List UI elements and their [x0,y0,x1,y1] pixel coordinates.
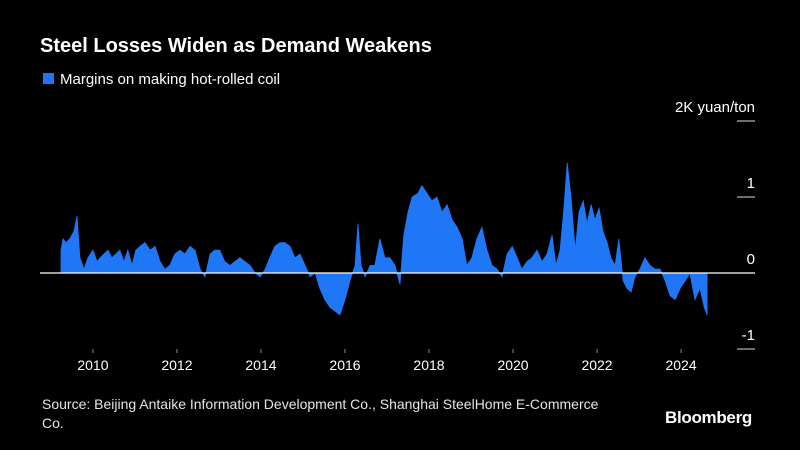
y-tick-label: 2K yuan/ton [675,99,755,116]
y-tick-label: 0 [747,251,755,268]
y-tick-label: 1 [747,175,755,192]
x-tick-label: 2024 [665,357,696,373]
chart-title: Steel Losses Widen as Demand Weakens [40,35,432,57]
legend-label: Margins on making hot-rolled coil [60,71,280,88]
x-tick-label: 2018 [413,357,444,373]
area [60,162,708,316]
source-note: Source: Beijing Antaike Information Deve… [42,396,599,431]
x-tick-label: 2020 [497,357,528,373]
legend-swatch [43,73,54,84]
x-tick-label: 2010 [77,357,108,373]
brand: Bloomberg [664,408,752,427]
x-tick-label: 2016 [329,357,360,373]
x-tick-label: 2012 [161,357,192,373]
y-tick-label: -1 [742,327,755,344]
x-tick-label: 2022 [581,357,612,373]
x-tick-label: 2014 [245,357,276,373]
